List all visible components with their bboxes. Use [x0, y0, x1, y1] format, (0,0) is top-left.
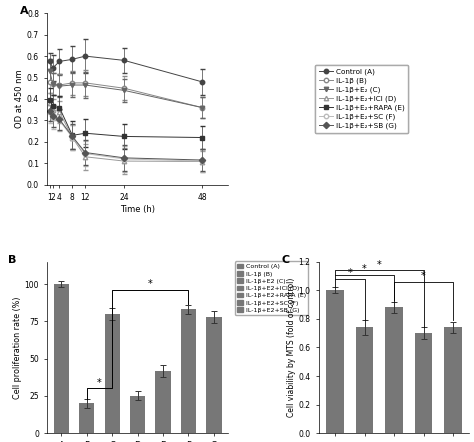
Y-axis label: Cell viability by MTS (fold of control): Cell viability by MTS (fold of control) — [287, 278, 296, 417]
Bar — [385, 308, 403, 433]
Legend: Control (A), IL-1β (B), IL-1β+E₂ (C), IL-1β+E₂+ICl (D), IL-1β+E₂+RAPA (E), IL-1β: Control (A), IL-1β (B), IL-1β+E₂ (C), IL… — [315, 65, 408, 133]
Y-axis label: OD at 450 nm: OD at 450 nm — [15, 70, 24, 128]
Bar — [444, 328, 462, 433]
Bar — [54, 284, 69, 433]
Bar — [206, 317, 221, 433]
Text: *: * — [362, 264, 367, 274]
Text: *: * — [377, 259, 382, 270]
Bar — [130, 396, 145, 433]
Bar — [326, 290, 344, 433]
Bar — [415, 333, 432, 433]
Text: *: * — [97, 378, 102, 388]
Text: *: * — [421, 271, 426, 281]
Y-axis label: Cell proliferation rate (%): Cell proliferation rate (%) — [13, 296, 22, 399]
Text: A: A — [20, 6, 29, 16]
Bar — [181, 309, 196, 433]
X-axis label: Time (h): Time (h) — [120, 205, 155, 214]
Bar — [79, 404, 94, 433]
Text: *: * — [347, 268, 352, 278]
Bar — [356, 328, 374, 433]
Text: B: B — [8, 255, 16, 265]
Bar — [105, 314, 120, 433]
Text: C: C — [281, 255, 290, 265]
Bar — [155, 370, 171, 433]
Text: *: * — [148, 279, 153, 290]
Legend: Control (A), IL-1β (B), IL-1β+E2 (C), IL-1β+E2+ICl (D), IL-1β+E2+RAPA (E), IL-1β: Control (A), IL-1β (B), IL-1β+E2 (C), IL… — [235, 262, 309, 315]
